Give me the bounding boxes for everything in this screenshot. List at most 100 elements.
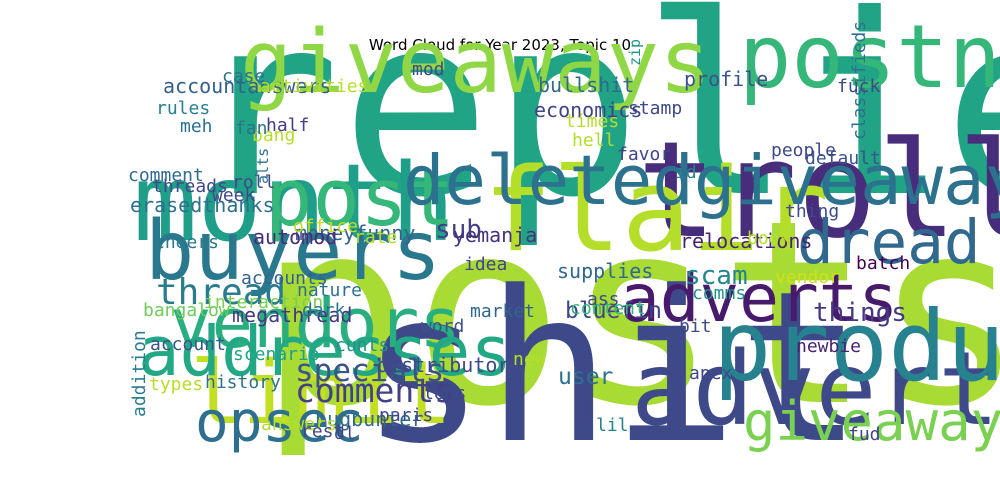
word-sub: sub [435, 215, 482, 245]
word-scenario: scenario [233, 344, 320, 365]
word-favor: favor [617, 144, 671, 165]
word-adverts: adverts [620, 260, 898, 337]
word-office: office [293, 216, 358, 237]
word-fan: fan [235, 118, 268, 139]
word-bluefin: bluefin [565, 298, 662, 324]
word-distributor: distributor [377, 353, 509, 377]
word-buyers: buyers [145, 204, 441, 299]
word-fud: fud [848, 424, 881, 445]
word-nature: nature [297, 280, 362, 301]
word-shit: shit [360, 247, 863, 490]
word-yemanja: yemanja [453, 223, 537, 247]
word-stamp: stamp [628, 98, 682, 119]
word-threads: threads [152, 176, 228, 197]
word-word: word [421, 316, 464, 337]
word-vendors: vendors [170, 284, 461, 364]
word-scam: scam [685, 261, 748, 291]
word-bullshit: bullshit [538, 73, 634, 97]
word-advertising: advertising [631, 330, 1000, 449]
word-case: case [222, 66, 265, 87]
word-profile: profile [684, 67, 768, 91]
word-people: people [771, 140, 836, 161]
word-paris: paris [379, 405, 433, 426]
word-hell: hell [572, 130, 615, 151]
word-book: book [747, 228, 791, 249]
word-opsec: opsec [195, 390, 364, 455]
word-zip: zip [626, 39, 644, 66]
word-erasedthanks: erasedthanks [130, 193, 275, 217]
word-automod: automod [253, 225, 337, 249]
word-logs: logs [423, 383, 466, 404]
word-idea: idea [464, 254, 507, 275]
word-giveaways: giveaways [240, 11, 711, 113]
word-rate: rate [354, 227, 397, 248]
word-economics: economics [534, 98, 642, 122]
word-times: times [565, 111, 619, 132]
word-accountanswers: accountanswers [163, 74, 332, 98]
word-bangalow: bangalow [143, 300, 230, 321]
word-dl: dl [334, 423, 356, 444]
word-things: things [813, 298, 907, 328]
word-ass: ass [587, 289, 620, 310]
word-history: history [205, 372, 281, 393]
word-dark: dark [302, 300, 346, 321]
word-hugbunter: hugbunter [315, 407, 423, 431]
word-products: products [713, 290, 1000, 403]
word-market: market [470, 301, 535, 322]
word-classifieds: classifieds [849, 21, 870, 140]
word-answers: answers [261, 414, 337, 435]
word-new: new [513, 349, 546, 370]
word-limit: limit [190, 342, 452, 444]
word-replies: replies [190, 0, 1000, 252]
word-post: post [265, 152, 455, 244]
word-account: account [150, 334, 226, 355]
word-apex: apex [689, 363, 733, 384]
word-alts: alts [254, 148, 272, 184]
word-meh: meh [180, 116, 213, 137]
word-flair: flair [483, 144, 829, 278]
word-accounts: accounts [241, 268, 328, 289]
word-week: week [212, 185, 256, 206]
word-rules: rules [156, 98, 210, 119]
word-incs: incs [577, 386, 595, 422]
word-fuck: fuck [837, 76, 881, 97]
word-activities: activities [260, 76, 368, 97]
word-cunts: cunts [335, 335, 389, 356]
word-postno: postno [739, 6, 1000, 108]
word-thing: thing [785, 201, 839, 222]
chart-title: Word Cloud for Year 2023, Topic 10 [368, 36, 632, 54]
word-interaction: interaction [204, 292, 323, 313]
word-user: user [558, 364, 613, 390]
word-comms: comms [692, 283, 746, 304]
word-deletedgiveaways: deletedgiveaways [403, 141, 1000, 221]
word-giveaway: giveaway [743, 390, 1000, 453]
word-bang: bang [252, 125, 295, 146]
word-supplies: supplies [557, 259, 653, 283]
word-megathread: megathread [232, 303, 352, 327]
word-addresses: addresses [138, 312, 512, 392]
word-comment: comment [128, 165, 204, 186]
word-default: default [805, 148, 881, 169]
word-relocations: relocations [680, 229, 812, 253]
word-thread: thread [156, 272, 286, 313]
word-specials: specials [295, 353, 444, 389]
word-lil: lil [596, 415, 629, 436]
word-dread: dread [797, 207, 981, 278]
word-types: types [149, 374, 203, 395]
word-roll: roll [232, 172, 275, 193]
word-cloud: postsrepliesshittrollingflairmonth advert… [128, 0, 1000, 490]
word-id: id [675, 162, 697, 183]
word-content: content [570, 298, 646, 319]
word-comments: comments [295, 371, 454, 410]
word-addition: addition [129, 330, 150, 417]
word-trolling: trolling [637, 114, 1000, 268]
word-month: month [133, 142, 455, 266]
word-posts: posts [258, 166, 1000, 463]
word-bit: bit [679, 316, 712, 337]
word-vendor: vendor [775, 267, 840, 288]
word-mod: mod [412, 59, 445, 80]
word-half: half [266, 115, 309, 136]
word-newbie: newbie [796, 336, 861, 357]
word-rest: rest [301, 421, 344, 442]
